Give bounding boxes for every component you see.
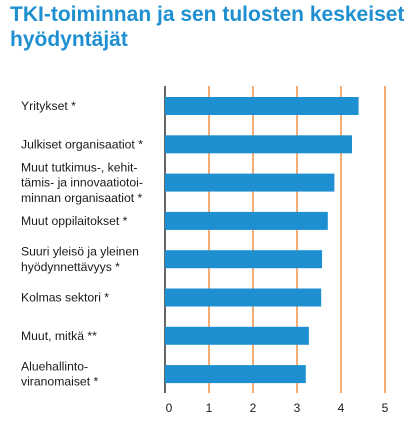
category-label-5-line-1: Suuri yleisö ja yleinen	[21, 245, 139, 259]
bars	[165, 97, 359, 384]
x-tick-label-5: 5	[382, 401, 389, 415]
x-tick-label-2: 2	[250, 401, 257, 415]
category-label-8-line-1: Aluehallinto-	[21, 360, 88, 374]
category-label-8-line-2: viranomaiset *	[21, 375, 98, 389]
x-tick-label-3: 3	[294, 401, 301, 415]
category-label-3-line-1: Muut tutkimus-, kehit-	[21, 160, 138, 174]
bar-1	[165, 97, 359, 115]
category-label-4-line-1: Muut oppilaitokset *	[21, 214, 128, 228]
category-label-2-line-1: Julkiset organisaatiot *	[21, 137, 143, 151]
bar-8	[165, 365, 306, 384]
chart-title-line-1: TKI-toiminnan ja sen tulosten keskeiset	[10, 3, 405, 26]
category-label-5-line-2: hyödynnettävyys *	[21, 260, 120, 274]
category-label-6-line-1: Kolmas sektori *	[21, 291, 109, 305]
bar-2	[165, 135, 352, 154]
bar-5	[165, 250, 323, 269]
x-tick-label-1: 1	[206, 401, 213, 415]
category-label-3-line-3: minnan organisaatiot *	[21, 191, 143, 205]
chart-title: TKI-toiminnan ja sen tulosten keskeiset …	[10, 2, 410, 52]
bar-7	[165, 326, 309, 345]
category-label-1-line-1: Yritykset *	[21, 99, 76, 113]
bar-4	[165, 211, 328, 230]
bar-3	[165, 173, 335, 192]
gridlines	[164, 86, 386, 393]
category-label-3-line-2: tämis- ja innovaatiotoi-	[21, 176, 143, 190]
category-labels: Yritykset * Julkiset organisaatiot * Muut …	[21, 99, 143, 389]
bar-6	[165, 288, 322, 307]
x-tick-label-4: 4	[338, 401, 345, 415]
x-axis-ticks: 0 1 2 3 4 5	[166, 401, 389, 415]
category-label-7-line-1: Muut, mitkä **	[21, 329, 97, 343]
chart-title-line-2: hyödyntäjät	[10, 28, 128, 51]
x-tick-label-0: 0	[166, 401, 173, 415]
